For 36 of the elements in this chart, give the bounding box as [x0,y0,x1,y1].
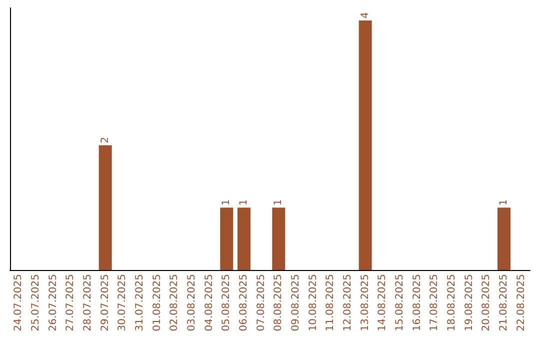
x-tick-label: 20.08.2025 [481,274,492,332]
x-tick-label: 30.07.2025 [117,274,128,332]
data-label: 1 [238,199,250,206]
x-tick-label: 29.07.2025 [100,274,111,332]
data-label: 4 [360,12,371,18]
x-tick-label: 25.07.2025 [30,274,42,332]
x-tick-label: 17.08.2025 [429,274,440,332]
data-label: 1 [221,199,232,206]
x-tick-label: 24.07.2025 [13,274,24,332]
x-tick-label: 22.08.2025 [516,274,527,332]
x-tick-label: 28.07.2025 [82,274,94,332]
data-label: 1 [273,199,284,206]
x-tick-label: 19.08.2025 [464,274,475,332]
x-tick-label: 16.08.2025 [412,274,423,332]
x-tick-label: 21.08.2025 [498,274,510,332]
x-tick-label: 03.08.2025 [186,274,198,332]
x-tick-label: 18.08.2025 [446,274,458,332]
x-tick-label: 31.07.2025 [134,274,146,332]
data-label: 1 [498,199,510,206]
x-tick-label: 27.07.2025 [65,274,76,332]
x-tick-label: 10.08.2025 [308,274,319,332]
x-tick-label: 05.08.2025 [221,274,232,332]
x-tick-label: 08.08.2025 [273,274,284,332]
x-tick-label: 11.08.2025 [325,274,336,332]
x-tick-label: 04.08.2025 [204,274,215,332]
data-label: 2 [100,136,111,144]
x-tick-label: 02.08.2025 [169,274,180,332]
x-tick-label: 13.08.2025 [360,274,371,332]
x-tick-label: 09.08.2025 [290,274,302,332]
x-tick-label: 01.08.2025 [152,274,163,332]
x-tick-label: 12.08.2025 [342,274,354,332]
x-tick-label: 14.08.2025 [377,274,388,332]
x-tick-label: 26.07.2025 [48,274,59,332]
x-tick-label: 07.08.2025 [256,274,267,332]
x-tick-label: 15.08.2025 [394,274,406,332]
x-tick-label: 06.08.2025 [238,274,250,332]
